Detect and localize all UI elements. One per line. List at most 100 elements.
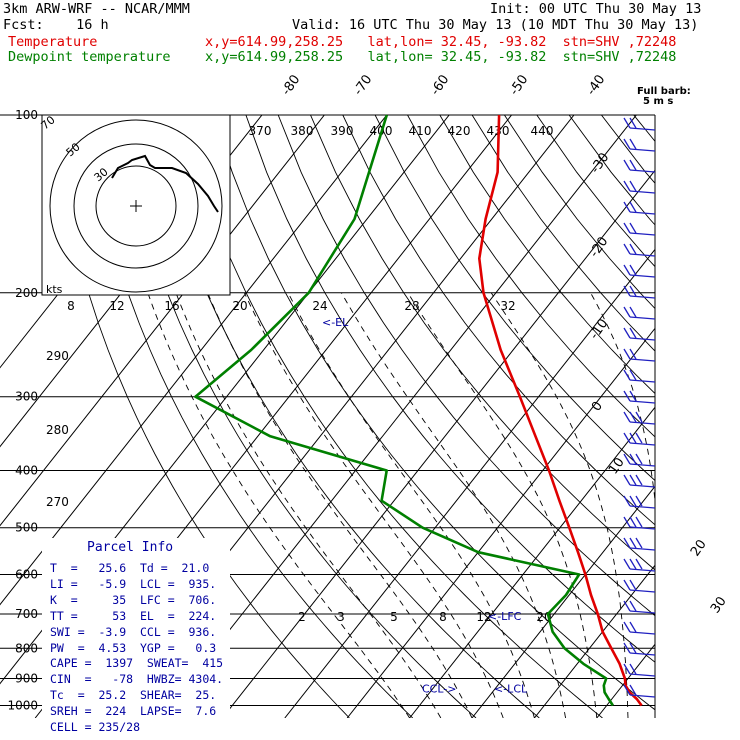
- wind-barb-feather: [629, 432, 637, 444]
- temperature-tick-label: -70: [351, 72, 375, 98]
- wind-barb: [623, 243, 656, 257]
- valid-time: Valid: 16 UTC Thu 30 May 13 (10 MDT Thu …: [292, 17, 699, 33]
- wind-barb-feather: [629, 369, 637, 381]
- wind-barb: [623, 621, 656, 635]
- model-title: 3km ARW-WRF -- NCAR/MMM: [3, 1, 190, 17]
- wind-barb: [623, 579, 656, 593]
- wind-barb-feather: [623, 306, 631, 318]
- dry-adiabat: [407, 115, 655, 438]
- dry-adiabat: [277, 115, 655, 617]
- wind-barb-feather: [629, 159, 637, 171]
- pressure-label: 600: [15, 567, 38, 581]
- wind-barb: [623, 516, 656, 530]
- wind-barb-feather: [629, 117, 637, 129]
- level-annotations: <-EL <-LFC CCL-> <-LCL: [322, 316, 528, 696]
- wind-barb-feather: [629, 684, 637, 696]
- wind-barb-feather: [635, 516, 643, 528]
- wind-barb-feather: [629, 474, 637, 486]
- hodograph-ring-outer: [49, 119, 223, 293]
- wind-barb-shaft: [629, 232, 656, 236]
- wind-barb-feather: [629, 579, 637, 591]
- dry-adiabat: [310, 115, 655, 571]
- temperature-tick-label: -60: [428, 72, 452, 98]
- moist-adiabat: [722, 293, 740, 718]
- temperature-tick-label: -10: [587, 316, 611, 342]
- dewpoint-profile: [194, 114, 614, 707]
- wind-barb-feather: [623, 621, 631, 633]
- isotherm-line: [0, 115, 325, 527]
- wind-barb-shaft: [629, 526, 656, 530]
- dry-adiabat: [374, 115, 655, 482]
- wind-barb-feather: [629, 495, 637, 507]
- mixing-ratio-label: 3: [337, 610, 345, 624]
- parcel-info-row: PW = 4.53 YGP = 0.3: [50, 640, 217, 655]
- mixing-ratio-label: 5: [390, 610, 398, 624]
- wind-barb-shaft: [629, 421, 656, 425]
- hodograph-ring-middle: [73, 143, 199, 269]
- wind-barb-feather: [635, 558, 643, 570]
- wind-barb-feather: [629, 558, 637, 570]
- isotherm-line: [222, 169, 655, 718]
- mixing-ratio-label: 24: [312, 299, 327, 313]
- pressure-label: 800: [15, 641, 38, 655]
- theta-label: 390: [331, 124, 354, 138]
- wind-barb: [623, 474, 656, 488]
- parcel-info-row: K = 35 LFC = 706.: [50, 592, 217, 607]
- wind-barb: [623, 411, 656, 425]
- moist-adiabat: [287, 292, 535, 718]
- parcel-info-panel: Parcel Info T = 25.6 Td = 21.0 LI = -5.9 …: [42, 538, 230, 734]
- mixing-ratio-label: 8: [439, 610, 447, 624]
- mixing-ratio-label: 32: [500, 299, 515, 313]
- wind-barb: [623, 201, 656, 215]
- wind-barb-shaft: [629, 568, 656, 572]
- wind-barb-shaft: [629, 631, 656, 635]
- wind-barb-feather: [623, 516, 631, 528]
- wind-barb-feather: [629, 600, 637, 612]
- theta-label: 380: [291, 124, 314, 138]
- parcel-info-row: CAPE = 1397 SWEAT= 415: [50, 656, 224, 671]
- wind-barb-feather: [623, 117, 631, 129]
- mixing-ratio-label: 28: [404, 299, 419, 313]
- full-barb-value: 5 m s: [643, 96, 673, 107]
- temperature-tick-label: -50: [507, 72, 531, 98]
- theta-e-label: 290: [46, 349, 69, 363]
- wind-barb-shaft: [629, 652, 656, 656]
- dry-adiabat: [504, 115, 655, 310]
- dry-adiabat: [666, 115, 740, 718]
- wind-barb-feather: [623, 243, 631, 255]
- wind-barb-feather: [629, 516, 637, 528]
- moist-adiabat: [490, 292, 629, 718]
- wind-barb: [623, 285, 656, 299]
- wind-barb: [623, 537, 656, 551]
- wind-barb-shaft: [629, 547, 656, 551]
- wind-barb-feather: [623, 411, 631, 423]
- pressure-label: 100: [15, 108, 38, 122]
- wind-barb-feather: [623, 474, 631, 486]
- dry-adiabat: [116, 115, 477, 718]
- isotherm-line: [659, 115, 740, 718]
- wind-barb: [623, 348, 656, 362]
- theta-label: 370: [249, 124, 272, 138]
- wind-barb-shaft: [629, 190, 656, 194]
- pressure-label: 400: [15, 464, 38, 478]
- wind-barb-feather: [623, 159, 631, 171]
- hodograph: 30 50 70 kts: [39, 113, 231, 296]
- wind-barb-feather: [623, 327, 631, 339]
- wind-barb-shaft: [629, 337, 656, 341]
- parcel-info-row: CELL = 235/28: [50, 720, 141, 735]
- wind-barbs: [623, 117, 656, 698]
- moist-adiabat: [590, 292, 655, 505]
- parcel-info-row: SREH = 224 LAPSE= 7.6: [50, 704, 217, 719]
- isotherm-line: [409, 406, 655, 718]
- isotherm-line: [346, 327, 655, 718]
- dry-adiabat: [245, 115, 655, 663]
- parcel-info-row: CIN = -78 HWBZ= 4304.: [50, 672, 224, 687]
- pressure-label: 900: [15, 671, 38, 685]
- temperature-profile: [477, 114, 643, 707]
- wind-barb: [623, 453, 656, 467]
- temperature-tick-label: 30: [708, 594, 730, 616]
- wind-barb: [623, 117, 656, 131]
- mixing-ratio-label: 8: [67, 299, 75, 313]
- wind-barb-feather: [623, 663, 631, 675]
- moist-adiabat: [341, 292, 567, 718]
